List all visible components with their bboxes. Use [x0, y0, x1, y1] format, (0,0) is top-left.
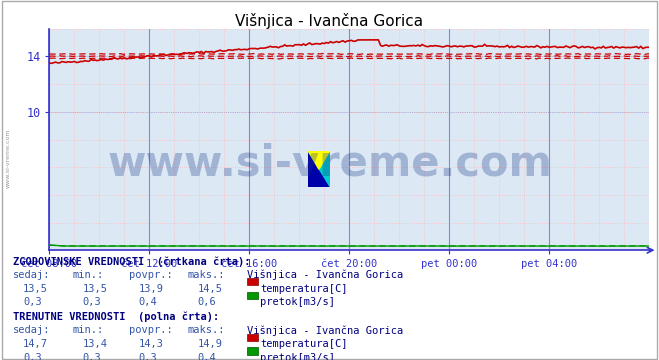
Bar [319, 151, 330, 169]
Text: 13,5: 13,5 [23, 284, 48, 294]
Text: pretok[m3/s]: pretok[m3/s] [260, 297, 335, 307]
Text: 0,3: 0,3 [138, 353, 157, 360]
Text: 0,4: 0,4 [198, 353, 216, 360]
Bar [308, 151, 319, 169]
Text: 13,4: 13,4 [82, 339, 107, 349]
Text: min.:: min.: [72, 325, 103, 336]
Text: 0,6: 0,6 [198, 297, 216, 307]
Text: 0,3: 0,3 [23, 297, 42, 307]
Polygon shape [308, 151, 330, 187]
Text: 0,3: 0,3 [82, 297, 101, 307]
Text: maks.:: maks.: [188, 270, 225, 280]
Text: temperatura[C]: temperatura[C] [260, 284, 348, 294]
Text: 13,5: 13,5 [82, 284, 107, 294]
Text: TRENUTNE VREDNOSTI  (polna črta):: TRENUTNE VREDNOSTI (polna črta): [13, 312, 219, 322]
Text: 0,3: 0,3 [82, 353, 101, 360]
Text: ZGODOVINSKE VREDNOSTI  (črtkana črta):: ZGODOVINSKE VREDNOSTI (črtkana črta): [13, 256, 250, 267]
Polygon shape [308, 151, 330, 169]
Text: 14,7: 14,7 [23, 339, 48, 349]
Text: sedaj:: sedaj: [13, 270, 51, 280]
Text: povpr.:: povpr.: [129, 325, 172, 336]
Text: 13,9: 13,9 [138, 284, 163, 294]
Text: 14,5: 14,5 [198, 284, 223, 294]
Text: maks.:: maks.: [188, 325, 225, 336]
Text: Višnjica - Ivančna Gorica: Višnjica - Ivančna Gorica [235, 13, 424, 28]
Polygon shape [308, 151, 330, 187]
Text: 14,3: 14,3 [138, 339, 163, 349]
Text: 0,4: 0,4 [138, 297, 157, 307]
Text: Višnjica - Ivančna Gorica: Višnjica - Ivančna Gorica [247, 325, 403, 336]
Text: min.:: min.: [72, 270, 103, 280]
Text: povpr.:: povpr.: [129, 270, 172, 280]
Text: www.si-vreme.com: www.si-vreme.com [6, 129, 11, 188]
Text: 14,9: 14,9 [198, 339, 223, 349]
Text: temperatura[C]: temperatura[C] [260, 339, 348, 349]
Text: Višnjica - Ivančna Gorica: Višnjica - Ivančna Gorica [247, 270, 403, 280]
Text: www.si-vreme.com: www.si-vreme.com [107, 143, 552, 185]
Text: sedaj:: sedaj: [13, 325, 51, 336]
Bar [319, 169, 330, 187]
Bar [308, 169, 319, 187]
Text: pretok[m3/s]: pretok[m3/s] [260, 353, 335, 360]
Text: 0,3: 0,3 [23, 353, 42, 360]
